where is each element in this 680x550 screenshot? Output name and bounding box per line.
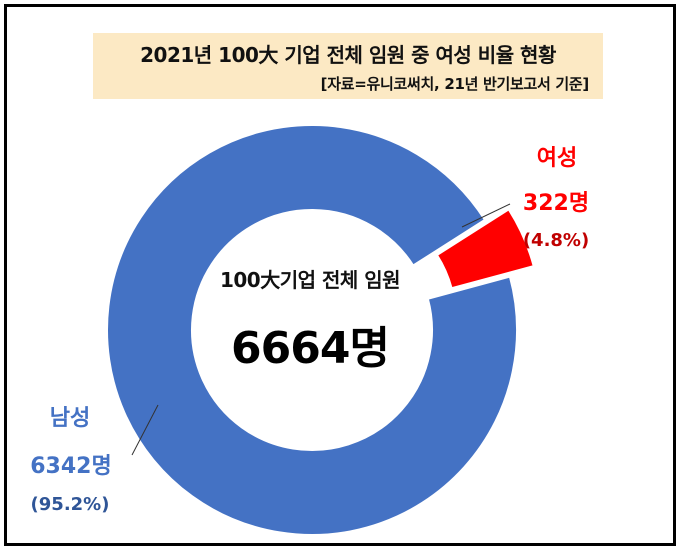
- female-count: 322명: [522, 191, 590, 216]
- donut-slices: [106, 124, 535, 536]
- chart-title: 2021년 100大 기업 전체 임원 중 여성 비율 현황: [140, 43, 556, 67]
- total-count: 6664명: [231, 323, 390, 374]
- male-count: 6342명: [30, 454, 112, 479]
- source-note: [자료=유니코써치, 21년 반기보고서 기준]: [320, 75, 590, 93]
- female-percent: (4.8%): [522, 230, 590, 251]
- slice-male: [106, 124, 518, 536]
- center-label: 100大기업 전체 임원: [219, 268, 401, 292]
- male-percent: (95.2%): [30, 494, 110, 515]
- title-box: 2021년 100大 기업 전체 임원 중 여성 비율 현황 [자료=유니코써치…: [93, 33, 603, 99]
- male-label: 남성: [49, 406, 91, 431]
- male-leader-line: [131, 404, 159, 456]
- female-label: 여성: [536, 146, 578, 171]
- slice-female: [435, 207, 535, 290]
- female-leader-line: [461, 203, 511, 228]
